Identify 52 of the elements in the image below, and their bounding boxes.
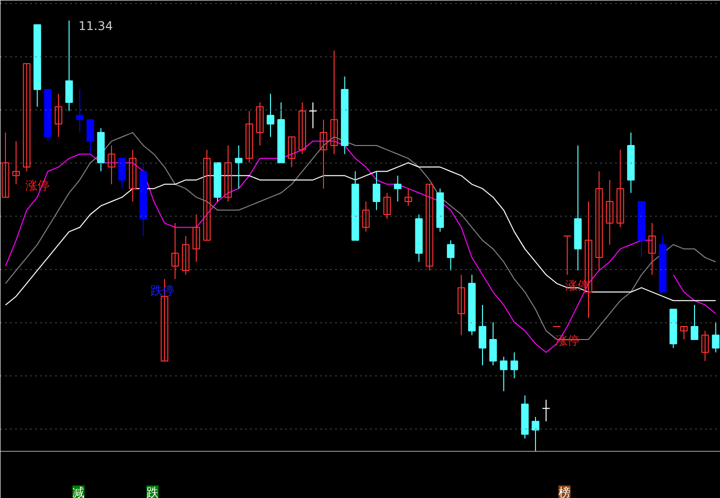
candlestick — [532, 416, 540, 451]
candlestick — [192, 214, 200, 262]
candlestick — [22, 63, 30, 172]
candlestick — [266, 93, 274, 138]
text: 跌 — [146, 486, 158, 498]
candlestick — [616, 149, 624, 228]
candlestick — [171, 222, 179, 280]
candlestick — [606, 179, 614, 246]
candlestick — [446, 240, 454, 271]
candlestick — [256, 102, 264, 146]
candlestick — [394, 175, 402, 202]
annotation: 11.34 — [78, 19, 113, 33]
candlestick — [680, 326, 688, 340]
candlestick — [128, 149, 136, 202]
candlestick — [563, 236, 572, 276]
candlestick — [383, 192, 391, 220]
candlestick — [246, 110, 254, 164]
candlestick — [362, 201, 370, 232]
candlestick — [478, 304, 486, 366]
candlestick — [458, 274, 466, 336]
candlestick — [595, 170, 603, 271]
candlestick — [65, 20, 73, 112]
candlestick — [489, 322, 497, 366]
candlestick — [182, 236, 190, 276]
candlestick — [224, 144, 232, 202]
candlestick — [234, 144, 242, 190]
candlestick — [330, 50, 338, 155]
candlestick — [298, 102, 306, 155]
candlestick — [76, 88, 84, 134]
candlestick — [308, 102, 318, 129]
candlestick — [86, 119, 94, 155]
text: 榜 — [558, 486, 570, 498]
candlestick — [542, 399, 550, 422]
candlestick — [500, 356, 508, 392]
candlestick — [701, 330, 709, 362]
candlestick — [404, 188, 412, 206]
candlestick — [648, 222, 656, 276]
text: 减 — [72, 486, 84, 498]
candlestick — [426, 184, 434, 271]
candlestick — [118, 158, 126, 190]
candlestick — [108, 144, 116, 185]
candlestick — [320, 119, 328, 190]
annotation: 涨停 — [556, 334, 580, 348]
candlestick — [203, 149, 211, 241]
candlestick — [12, 140, 20, 185]
candlestick — [690, 304, 698, 340]
candlestick — [2, 132, 10, 198]
candlestick — [54, 93, 62, 138]
candlestick — [288, 136, 296, 168]
candlestick — [510, 352, 518, 379]
candlestick — [712, 322, 720, 353]
candlestick — [372, 170, 380, 211]
